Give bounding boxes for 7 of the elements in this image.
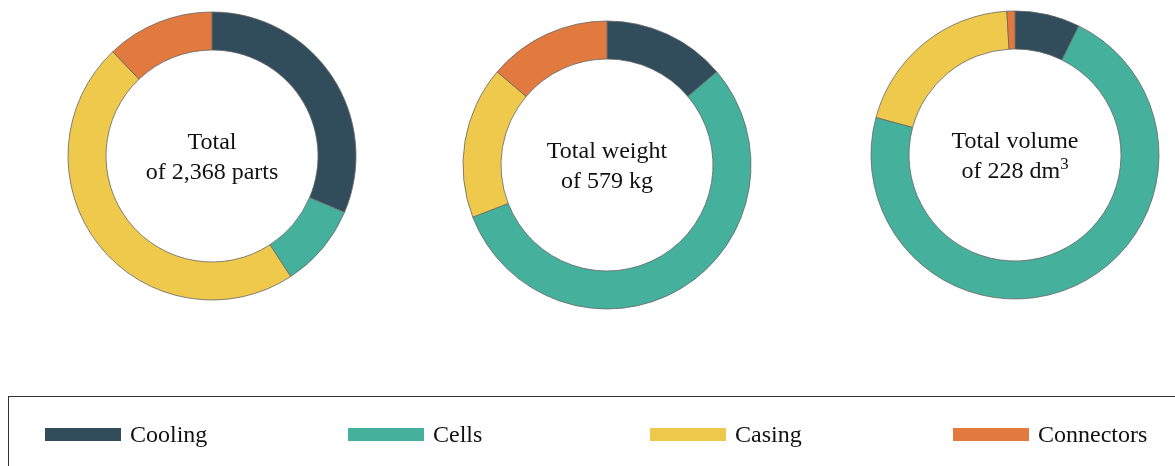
legend-label: Casing: [735, 421, 802, 447]
legend-label: Connectors: [1038, 421, 1148, 447]
legend-label: Cells: [433, 421, 483, 447]
text: Total volume of 228 dm$^{3}$: [951, 127, 1079, 183]
text: Total of 2,368 parts: [145, 128, 279, 184]
text: Total weight of 579 kg: [546, 137, 668, 193]
legend-label: Cooling: [130, 421, 208, 447]
